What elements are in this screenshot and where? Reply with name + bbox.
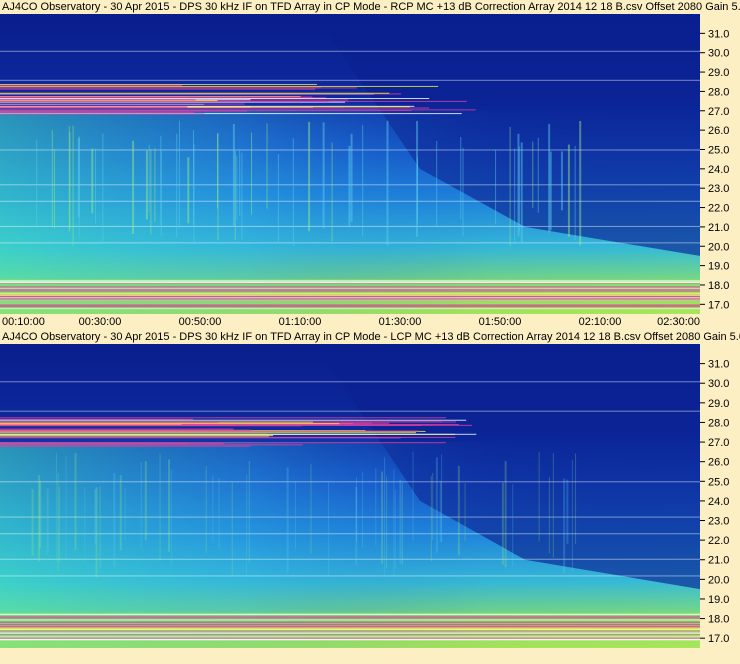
frequency-tick-label: 30.0: [708, 378, 729, 390]
frequency-tick-label: 25.0: [708, 476, 729, 488]
frequency-tick-label: 30.0: [708, 48, 729, 60]
frequency-tick-label: 25.0: [708, 144, 729, 156]
frequency-tick-label: 28.0: [708, 86, 729, 98]
spectrogram-lcp: 31.0 30.0 29.0 28.0 27.0 26.0 25.0 24.0 23.0 22.0…: [0, 344, 740, 648]
time-tick-label: 00:10:00: [2, 316, 45, 328]
frequency-tick-label: 23.0: [708, 183, 729, 195]
frequency-tick-label: 24.0: [708, 164, 729, 176]
frequency-tick-label: 18.0: [708, 280, 729, 292]
radio-bursts: [36, 120, 582, 247]
time-tick-label: 01:10:00: [278, 316, 322, 328]
frequency-tick-label: 29.0: [708, 67, 729, 79]
frequency-tick-label: 26.0: [708, 457, 729, 469]
frequency-tick-label: 19.0: [708, 594, 729, 606]
radio-bursts: [31, 451, 577, 578]
time-tick-label: 02:30:00: [657, 316, 700, 328]
frequency-label-strip: [700, 344, 740, 648]
frequency-tick-label: 19.0: [708, 261, 729, 273]
frequency-tick-label: 27.0: [708, 437, 729, 449]
time-tick-label: 00:30:00: [78, 316, 122, 328]
panel-title-rcp: AJ4CO Observatory - 30 Apr 2015 - DPS 30…: [0, 0, 740, 14]
frequency-tick-label: 20.0: [708, 241, 729, 253]
panel-title-lcp: AJ4CO Observatory - 30 Apr 2015 - DPS 30…: [0, 330, 740, 344]
interference-streaks: [0, 50, 700, 310]
frequency-tick-label: 23.0: [708, 516, 729, 528]
frequency-tick-label: 17.0: [708, 633, 729, 645]
frequency-tick-label: 28.0: [708, 417, 729, 429]
time-tick-label: 01:50:00: [478, 316, 522, 328]
frequency-tick-label: 21.0: [708, 555, 729, 567]
frequency-tick-label: 29.0: [708, 398, 729, 410]
frequency-label-strip: [700, 14, 740, 314]
frequency-tick-label: 20.0: [708, 574, 729, 586]
frequency-tick-label: 18.0: [708, 614, 729, 626]
frequency-tick-label: 31.0: [708, 359, 729, 371]
frequency-tick-label: 22.0: [708, 535, 729, 547]
frequency-tick-label: 26.0: [708, 125, 729, 137]
spectrogram-panel-rcp: AJ4CO Observatory - 30 Apr 2015 - DPS 30…: [0, 0, 740, 330]
frequency-tick-label: 24.0: [708, 496, 729, 508]
frequency-tick-label: 22.0: [708, 203, 729, 215]
spectrogram-panel-lcp: AJ4CO Observatory - 30 Apr 2015 - DPS 30…: [0, 330, 740, 664]
time-tick-label: 01:30:00: [378, 316, 422, 328]
frequency-tick-label: 21.0: [708, 222, 729, 234]
spectrogram-rcp: 31.0 30.0 29.0 28.0 27.0 26.0 25.0 24.0 23.0 22.0…: [0, 14, 740, 314]
frequency-tick-label: 27.0: [708, 106, 729, 118]
frequency-tick-label: 17.0: [708, 299, 729, 311]
time-tick-label: 02:10:00: [578, 316, 622, 328]
time-axis-rcp: 00:10:00 00:30:00 00:50:00 01:10:00 01:30:00…: [0, 314, 740, 330]
time-tick-label: 00:50:00: [178, 316, 222, 328]
interference-streaks: [0, 381, 700, 641]
frequency-tick-label: 31.0: [708, 28, 729, 40]
low-freq-line: [0, 626, 700, 631]
